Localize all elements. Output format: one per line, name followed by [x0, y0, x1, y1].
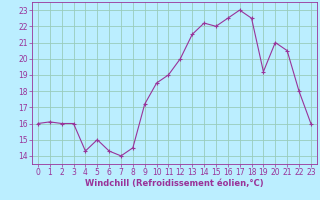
- X-axis label: Windchill (Refroidissement éolien,°C): Windchill (Refroidissement éolien,°C): [85, 179, 264, 188]
